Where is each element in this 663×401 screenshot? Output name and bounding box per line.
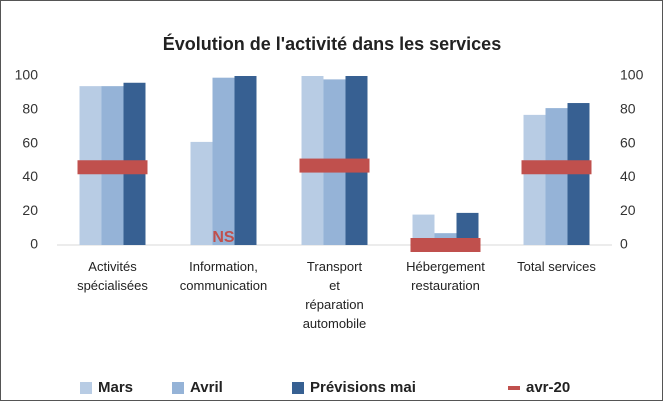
legend-label: Prévisions mai <box>310 379 416 396</box>
x-tick-line: Total services <box>517 259 596 274</box>
y-tick-label: 0 <box>30 236 38 252</box>
y2-tick-label: 60 <box>620 134 636 150</box>
x-tick-label: Activités spécialisées <box>77 259 148 293</box>
bar <box>545 108 568 245</box>
legend-swatch <box>80 382 92 394</box>
x-tick-label: Hébergement restauration <box>406 259 485 293</box>
marker <box>521 160 592 175</box>
y-tick-label: 40 <box>22 168 38 184</box>
legend-label: Avril <box>190 379 223 396</box>
x-tick-line: et <box>329 278 340 293</box>
y2-tick-label: 80 <box>620 101 636 117</box>
x-tick-line: automobile <box>303 316 367 331</box>
x-tick-label: Information, communication <box>180 259 267 293</box>
x-tick-line: Hébergement <box>406 259 485 274</box>
marker <box>299 158 370 173</box>
chart-title: Évolution de l'activité dans les service… <box>163 33 501 54</box>
y-tick-label: 20 <box>22 202 38 218</box>
bar <box>456 212 479 245</box>
x-tick-line: spécialisées <box>77 278 148 293</box>
legend-label: avr-20 <box>526 379 570 396</box>
bar <box>523 114 546 246</box>
marker <box>410 238 481 252</box>
bar <box>234 76 257 245</box>
bar <box>190 141 213 245</box>
x-tick-line: Transport <box>307 259 363 274</box>
legend-label: Mars <box>98 379 133 396</box>
y-tick-label: 100 <box>15 67 39 83</box>
x-tick-label: Transport et réparation automobile <box>303 259 367 331</box>
bar <box>412 214 435 245</box>
legend-swatch <box>172 382 184 394</box>
x-tick-line: réparation <box>305 297 364 312</box>
bar <box>212 77 235 245</box>
y2-tick-label: 20 <box>620 202 636 218</box>
x-tick-line: communication <box>180 278 267 293</box>
y2-tick-label: 0 <box>620 236 628 252</box>
marker <box>77 160 148 175</box>
legend-swatch <box>508 386 520 390</box>
y2-tick-label: 100 <box>620 67 644 83</box>
y-tick-label: 80 <box>22 101 38 117</box>
annotation: NS <box>212 229 235 246</box>
x-tick-label: Total services <box>517 259 596 274</box>
x-tick-line: restauration <box>411 278 480 293</box>
x-tick-line: Activités <box>88 259 137 274</box>
legend-swatch <box>292 382 304 394</box>
x-tick-line: Information, <box>189 259 258 274</box>
y-tick-label: 60 <box>22 134 38 150</box>
y2-tick-label: 40 <box>620 168 636 184</box>
